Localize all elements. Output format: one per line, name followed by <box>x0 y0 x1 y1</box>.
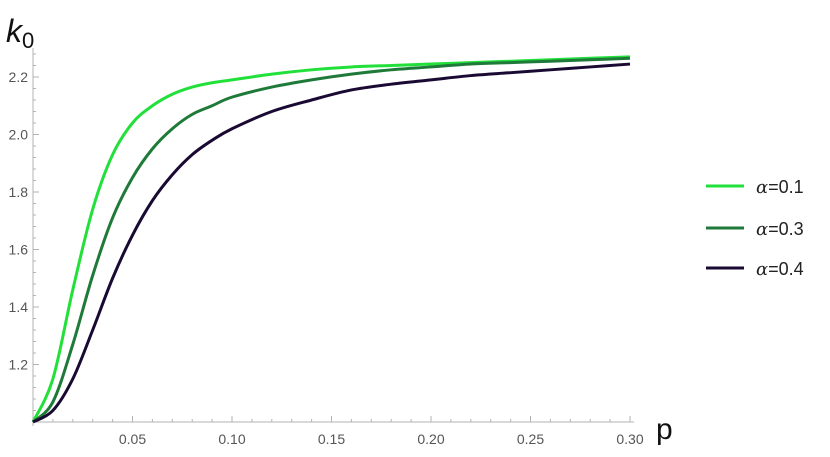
legend-label: α=0.3 <box>756 219 804 240</box>
y-tick-label: 1.6 <box>9 242 29 258</box>
legend-label: α=0.1 <box>756 177 804 198</box>
y-tick-label: 1.8 <box>9 184 29 200</box>
y-tick-label: 1.2 <box>9 357 29 373</box>
y-tick-label: 2.2 <box>9 69 29 85</box>
x-tick-label: 0.15 <box>318 431 345 447</box>
series-line <box>31 56 631 424</box>
x-tick-label: 0.20 <box>417 431 444 447</box>
x-tick-label: 0.30 <box>616 431 643 447</box>
x-axis-label: p <box>656 413 673 446</box>
series-line <box>32 62 631 424</box>
y-tick-label: 2.0 <box>9 127 29 143</box>
series-line <box>31 55 631 423</box>
x-tick-label: 0.05 <box>119 431 146 447</box>
y-axis-label: k0 <box>6 13 34 53</box>
legend: α=0.1 α=0.3 α=0.4 <box>706 177 804 280</box>
x-tick-label: 0.10 <box>218 431 245 447</box>
series-lines <box>31 55 631 424</box>
x-tick-label: 0.25 <box>517 431 544 447</box>
legend-label: α=0.4 <box>756 259 804 280</box>
y-tick-label: 1.4 <box>9 299 29 315</box>
axes: 0.05 0.10 0.15 0.20 0.25 0.30 1.2 1.4 1.6 1.8 2.0 2… <box>9 48 644 447</box>
